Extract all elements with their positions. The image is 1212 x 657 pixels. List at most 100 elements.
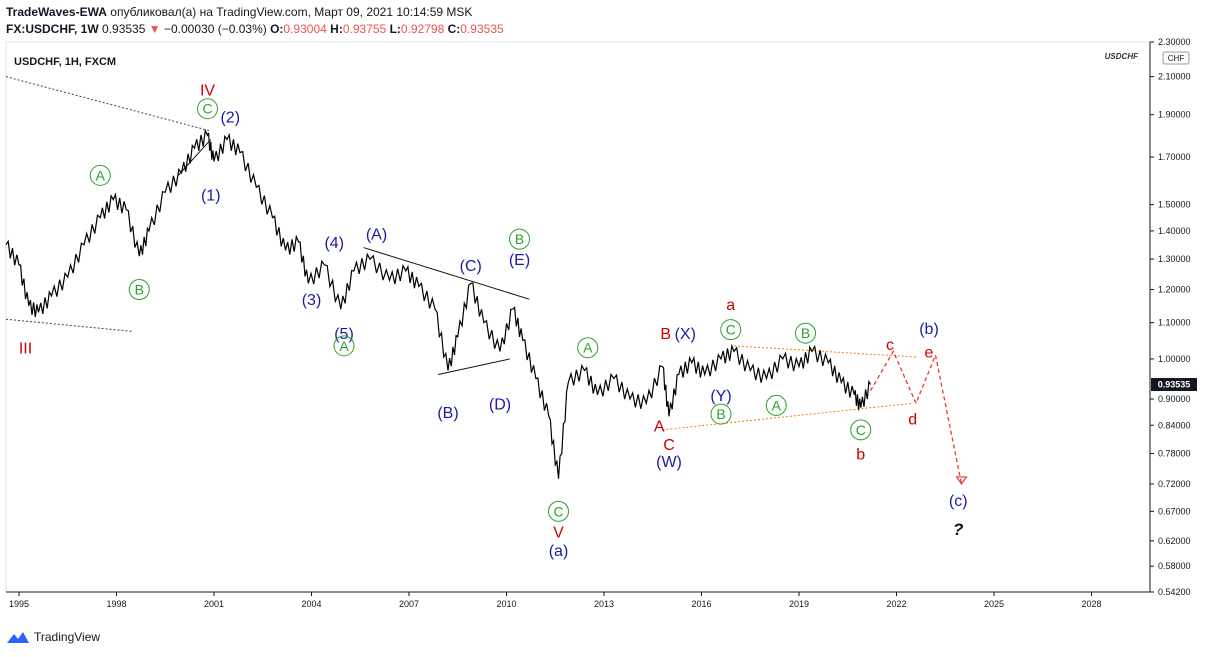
time-tick-label: 2019 [789, 599, 809, 609]
currency-badge[interactable]: CHF [1162, 51, 1190, 65]
price-axis[interactable]: 2.30000 2.10000 1.90000 1.70000 1.50000 1.400… [1150, 37, 1191, 597]
time-tick-label: 2004 [301, 599, 321, 609]
open-label: O: [270, 22, 284, 36]
wave-label-circled: B [509, 228, 530, 250]
time-tick-label: 2028 [1081, 599, 1101, 609]
wave-label: (W) [656, 454, 682, 471]
price-tick-label: 1.20000 [1158, 285, 1191, 295]
trendlines [5, 76, 917, 431]
high-label: H: [330, 22, 343, 36]
wave-label: (a) [549, 543, 569, 560]
time-tick-label: 2010 [496, 599, 516, 609]
price-tick-label: 0.67000 [1158, 506, 1191, 516]
wave-label: B [660, 326, 671, 343]
price-tick-label: 1.10000 [1158, 318, 1191, 328]
wave-label: A [654, 418, 665, 435]
wave-label-circled: B [795, 322, 816, 344]
wave-label-circled: A [577, 337, 599, 359]
wave-label: C [663, 437, 675, 454]
tradingview-logo-icon [7, 632, 29, 643]
wave-label: (A) [366, 227, 387, 244]
trendline [363, 247, 530, 300]
plot-frame [5, 41, 1151, 593]
open-value: 0.93004 [283, 22, 327, 36]
price-tick-label: 0.72000 [1158, 479, 1191, 489]
price-tick-label: 0.84000 [1158, 420, 1191, 430]
wave-label: (4) [324, 235, 344, 252]
time-axis[interactable]: 1995 1998 2001 2004 2007 2010 2013 2016 2019 2022… [9, 592, 1102, 609]
last-price-badge-box [1151, 378, 1197, 392]
footer[interactable]: TradingView [6, 630, 100, 644]
price-tick-label: 1.90000 [1158, 110, 1191, 120]
currency-badge-box [1162, 51, 1190, 65]
price-tick-label: 0.90000 [1158, 394, 1191, 404]
wave-label-text: A [96, 167, 106, 183]
wave-label-text: B [135, 282, 144, 298]
time-tick-label: 1998 [106, 599, 126, 609]
wave-label: (1) [201, 188, 221, 205]
wave-label-text: A [339, 338, 349, 354]
close-value: 0.93535 [460, 22, 504, 36]
trendline [5, 76, 211, 132]
projection-arrow-icon [955, 476, 968, 485]
price-tick-label: 2.10000 [1158, 72, 1191, 82]
time-tick-label: 2016 [691, 599, 711, 609]
wave-label-circled: C [548, 500, 569, 522]
wave-label-circle [850, 419, 872, 441]
last-price-badge-text: 0.93535 [1158, 380, 1191, 390]
wave-label-text: C [856, 422, 866, 438]
wave-label: c [886, 337, 894, 354]
trendline [177, 139, 212, 176]
wave-label: e [925, 344, 934, 361]
chart-header: TradeWaves-EWA опубликовал(а) на Trading… [6, 4, 504, 38]
wave-label: (C) [460, 258, 482, 275]
footer-brand: TradingView [34, 630, 101, 644]
time-tick-label: 2013 [594, 599, 614, 609]
wave-label-text: B [716, 406, 725, 422]
wave-label-circle [710, 403, 732, 425]
author-name[interactable]: TradeWaves-EWA [6, 5, 107, 19]
wave-label: V [553, 525, 564, 542]
wave-label: IV [200, 83, 215, 100]
trendline [5, 318, 133, 332]
price-tick-label: 0.62000 [1158, 536, 1191, 546]
wave-label: (B) [437, 405, 458, 422]
wave-label-circle [577, 337, 599, 359]
wave-label-circle [795, 322, 816, 344]
currency-badge-text: CHF [1168, 54, 1185, 63]
high-value: 0.93755 [342, 22, 387, 36]
wave-label: (E) [509, 252, 530, 269]
wave-label: III [19, 341, 32, 358]
wave-label-text: A [583, 340, 593, 356]
wave-label: (b) [919, 321, 939, 338]
low-value: 0.92798 [400, 22, 445, 36]
wave-label: (5) [334, 326, 354, 343]
last-price-badge: 0.93535 [1151, 378, 1197, 392]
price-tick-label: 0.58000 [1158, 561, 1191, 571]
wave-label: (D) [489, 396, 511, 413]
time-tick-label: 2007 [399, 599, 419, 609]
down-arrow-icon: ▼ [148, 22, 161, 36]
price-tick-label: 1.00000 [1158, 354, 1191, 364]
wave-label-circled: C [720, 319, 742, 341]
wave-label: (Y) [710, 388, 731, 405]
wave-label-circle [197, 98, 218, 120]
wave-label-circle [333, 335, 355, 357]
wave-label-circle [720, 319, 742, 341]
wave-label-circled: C [197, 98, 218, 120]
price-change: −0.00030 (−0.03%) [163, 22, 267, 36]
wave-label-circled: B [128, 279, 150, 301]
wave-label-text: C [553, 503, 563, 519]
price-tick-label: 1.30000 [1158, 254, 1191, 264]
wave-label-circle [128, 279, 150, 301]
published-text: опубликовал(а) на TradingView.com, Март … [110, 5, 473, 19]
wave-label-text: B [801, 325, 810, 341]
time-tick-label: 2022 [886, 599, 906, 609]
price-series-line [5, 128, 872, 479]
wave-label-circle [89, 164, 111, 186]
last-price: 0.93535 [102, 22, 146, 36]
wave-label-circled: A [765, 394, 787, 416]
wave-label-circled: B [710, 403, 732, 425]
wave-label-text: A [772, 397, 782, 413]
